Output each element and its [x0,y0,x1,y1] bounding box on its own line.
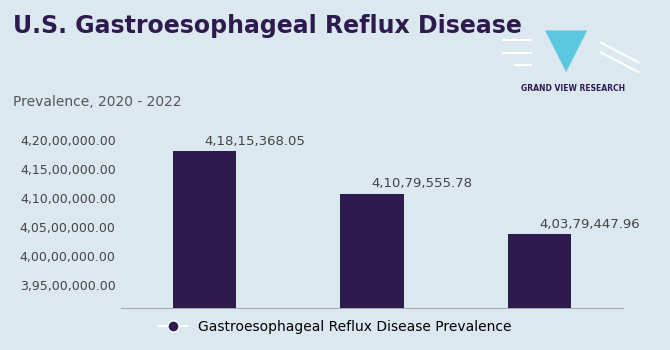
Polygon shape [545,30,587,72]
Text: GRAND VIEW RESEARCH: GRAND VIEW RESEARCH [521,84,625,93]
Text: 4,03,79,447.96: 4,03,79,447.96 [539,218,640,231]
Text: U.S. Gastroesophageal Reflux Disease: U.S. Gastroesophageal Reflux Disease [13,14,523,38]
Text: 4,18,15,368.05: 4,18,15,368.05 [204,135,306,148]
Text: 4,10,79,555.78: 4,10,79,555.78 [372,177,473,190]
Bar [172,151,236,350]
Bar [340,194,403,350]
Bar [507,234,571,350]
Text: Prevalence, 2020 - 2022: Prevalence, 2020 - 2022 [13,94,182,108]
Legend: Gastroesophageal Reflux Disease Prevalence: Gastroesophageal Reflux Disease Prevalen… [153,314,517,340]
